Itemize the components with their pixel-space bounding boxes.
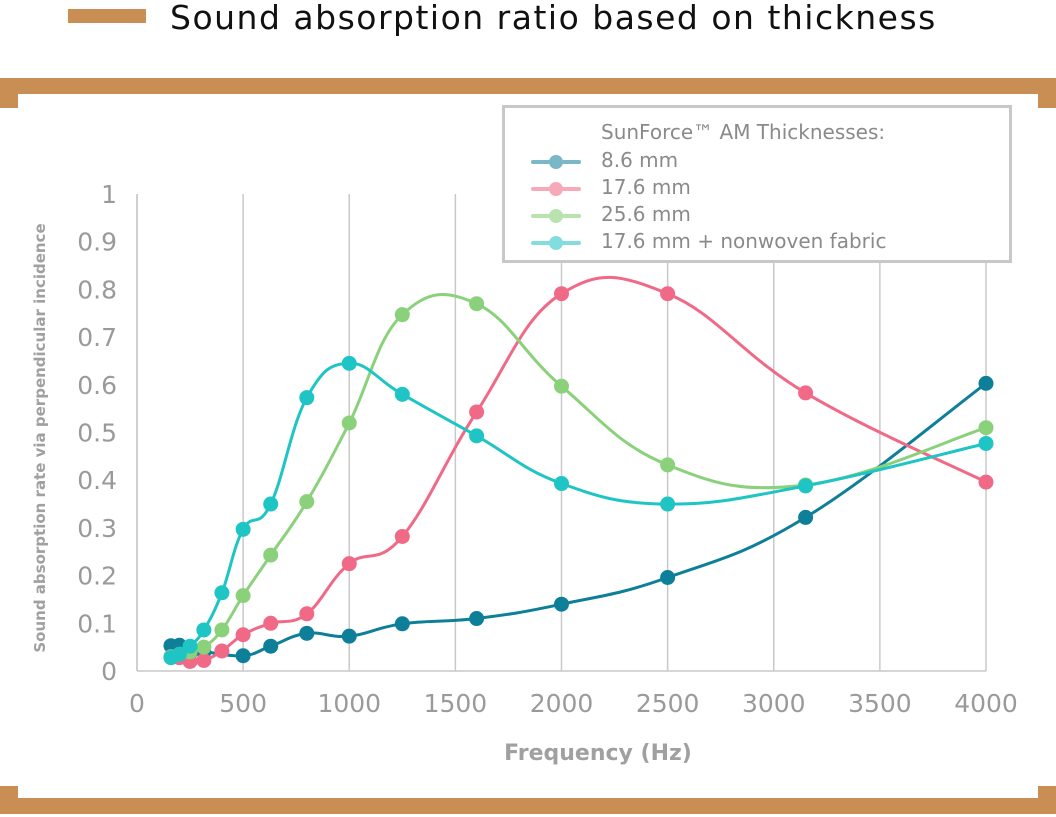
x-tick-label: 1500 (424, 689, 488, 718)
data-point (341, 628, 357, 644)
y-tick-label: 0.2 (77, 562, 117, 591)
data-point (196, 622, 212, 638)
data-point (263, 615, 279, 631)
frame-corner-top-right (1038, 78, 1056, 108)
data-point (394, 307, 410, 323)
x-axis-label: Frequency (Hz) (504, 741, 692, 766)
data-point (978, 435, 994, 451)
frame-corner-bottom-right (1038, 786, 1056, 814)
data-point (798, 478, 814, 494)
page-title: Sound absorption ratio based on thicknes… (170, 0, 937, 37)
series-3 (163, 355, 994, 666)
data-point (214, 622, 230, 638)
data-point (660, 286, 676, 302)
data-point (341, 415, 357, 431)
data-point (469, 611, 485, 627)
data-point (554, 378, 569, 394)
data-point (660, 570, 676, 586)
series-line (169, 275, 988, 664)
y-tick-label: 0.6 (77, 371, 117, 400)
series-2 (163, 293, 994, 665)
data-point (196, 653, 212, 669)
data-point (798, 509, 814, 525)
data-point (235, 521, 251, 537)
frame-corner-top-left (0, 78, 18, 108)
y-tick-label: 1 (101, 180, 117, 209)
chart-tick-labels: 0 500 1000 1500 2000 2500 3000 3500 4000 0 0.1 0.2 0… (77, 180, 1018, 718)
data-point (978, 474, 994, 490)
data-point (214, 585, 230, 601)
data-point (469, 404, 485, 420)
data-point (554, 286, 569, 302)
x-tick-label: 3500 (848, 689, 912, 718)
data-point (469, 296, 485, 312)
legend-swatch-dot (549, 209, 563, 223)
y-axis-label: Sound absorption rate via perpendicular … (31, 223, 49, 652)
title-accent-bar (68, 9, 146, 23)
legend-label: 17.6 mm (601, 175, 691, 199)
data-point (394, 386, 410, 402)
x-tick-label: 2000 (530, 689, 594, 718)
x-tick-label: 0 (129, 689, 145, 718)
data-point (341, 355, 357, 371)
y-tick-label: 0.3 (77, 514, 117, 543)
data-point (171, 646, 187, 662)
y-tick-label: 0.7 (77, 323, 117, 352)
data-point (263, 547, 279, 563)
data-point (299, 390, 315, 406)
legend-label: 25.6 mm (601, 202, 691, 226)
x-tick-label: 4000 (954, 689, 1018, 718)
data-point (394, 528, 410, 544)
data-point (196, 639, 212, 655)
data-point (469, 428, 485, 444)
data-point (299, 625, 315, 641)
legend-title: SunForce™ AM Thicknesses: (601, 120, 886, 144)
y-tick-label: 0.8 (77, 275, 117, 304)
data-point (394, 616, 410, 632)
data-point (978, 375, 994, 391)
x-tick-label: 1000 (317, 689, 381, 718)
data-point (554, 476, 569, 492)
legend-label: 17.6 mm + nonwoven fabric (601, 229, 887, 253)
data-point (263, 496, 279, 512)
y-tick-label: 0.1 (77, 609, 117, 638)
frame-bottom-border (0, 798, 1056, 814)
legend-swatch-dot (549, 182, 563, 196)
chart-series (163, 275, 994, 669)
x-tick-label: 500 (219, 689, 267, 718)
data-point (235, 648, 251, 664)
x-tick-label: 3000 (742, 689, 806, 718)
legend-swatch-dot (549, 155, 563, 169)
data-point (235, 627, 251, 643)
series-1 (163, 275, 994, 669)
data-point (660, 496, 676, 512)
data-point (214, 643, 230, 659)
data-point (660, 457, 676, 473)
data-point (182, 638, 198, 654)
y-tick-label: 0 (101, 657, 117, 686)
y-tick-label: 0.5 (77, 419, 117, 448)
data-point (341, 556, 357, 572)
legend-swatch-dot (549, 236, 563, 250)
data-point (554, 596, 569, 612)
chart-legend: SunForce™ AM Thicknesses: 8.6 mm 17.6 mm… (502, 105, 1012, 263)
data-point (235, 588, 251, 604)
data-point (263, 638, 279, 654)
y-tick-label: 0.9 (77, 228, 117, 257)
frame-top-border (0, 78, 1056, 94)
data-point (299, 494, 315, 510)
x-tick-label: 2500 (636, 689, 700, 718)
data-point (299, 606, 315, 622)
frame-corner-bottom-left (0, 786, 18, 814)
series-line (169, 293, 988, 659)
data-point (798, 385, 814, 401)
legend-label: 8.6 mm (601, 148, 679, 172)
data-point (978, 420, 994, 436)
series-line (169, 361, 988, 660)
y-tick-label: 0.4 (77, 466, 117, 495)
